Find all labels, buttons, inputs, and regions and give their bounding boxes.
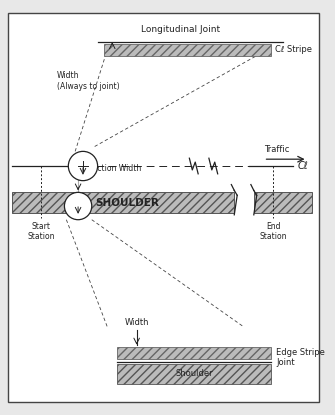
Text: Shoulder: Shoulder [176, 369, 213, 378]
Bar [117, 364, 271, 384]
Bar [117, 347, 271, 359]
Bar [105, 44, 271, 56]
Text: Width: Width [124, 318, 149, 327]
Text: End
Station: End Station [260, 222, 287, 241]
Text: Cℓ: Cℓ [298, 161, 309, 171]
Circle shape [68, 151, 97, 181]
Bar [12, 193, 234, 213]
Text: Longitudinal Joint: Longitudinal Joint [141, 25, 220, 34]
Text: Section Width: Section Width [88, 164, 141, 173]
Text: Cℓ Stripe: Cℓ Stripe [275, 45, 312, 54]
Text: Start
Station: Start Station [27, 222, 55, 241]
Text: Traffic: Traffic [264, 145, 289, 154]
Text: Joint: Joint [276, 358, 295, 367]
Text: Width
(Always to joint): Width (Always to joint) [57, 71, 119, 91]
Circle shape [64, 193, 92, 220]
Bar [254, 193, 312, 213]
Text: Edge Stripe: Edge Stripe [276, 349, 325, 357]
Text: SHOULDER: SHOULDER [95, 198, 159, 208]
